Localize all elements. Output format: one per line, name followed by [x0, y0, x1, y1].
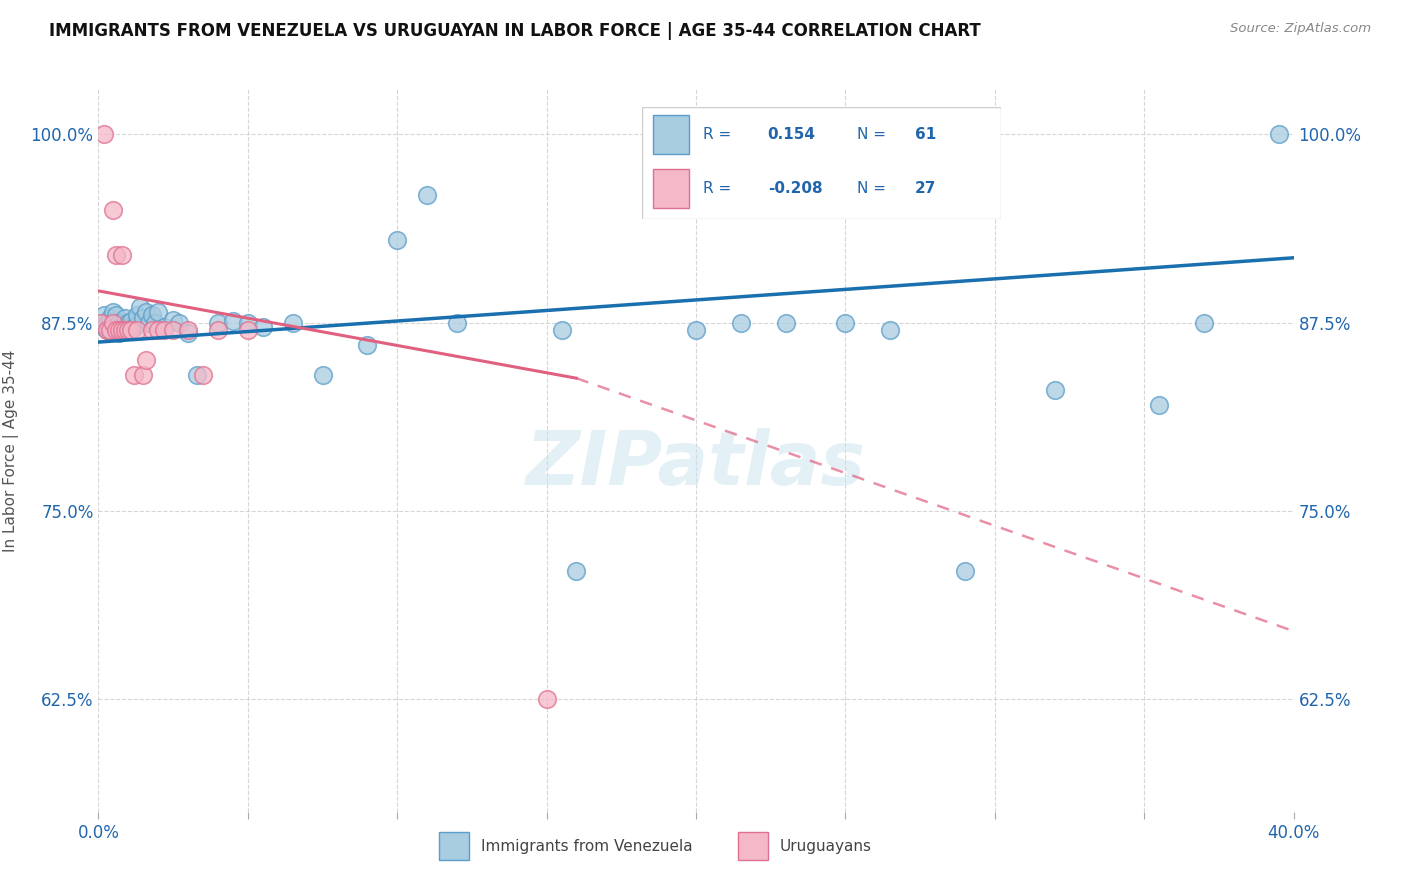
Point — [356, 338, 378, 352]
Point — [90, 316, 112, 330]
Point — [132, 311, 155, 326]
Point — [236, 316, 259, 330]
Point — [124, 320, 146, 334]
Point — [129, 301, 152, 315]
Point — [135, 305, 157, 319]
Point — [1147, 398, 1170, 412]
Text: ZIPatlas: ZIPatlas — [526, 428, 866, 501]
Point — [236, 323, 259, 337]
Point — [117, 316, 139, 330]
Point — [281, 316, 304, 330]
Point — [879, 323, 901, 337]
Text: Source: ZipAtlas.com: Source: ZipAtlas.com — [1230, 22, 1371, 36]
Point — [120, 314, 142, 328]
Point — [96, 323, 118, 337]
Point — [143, 316, 166, 330]
Point — [111, 318, 134, 333]
Point — [416, 187, 439, 202]
Point — [120, 318, 142, 333]
Point — [550, 323, 572, 337]
Point — [108, 320, 131, 334]
Point — [148, 305, 170, 319]
Point — [1043, 384, 1066, 398]
Point — [132, 368, 155, 383]
Point — [111, 323, 134, 337]
Point — [953, 564, 976, 578]
Point — [120, 323, 142, 337]
Point — [105, 316, 128, 330]
Point — [108, 323, 131, 337]
Point — [135, 353, 157, 368]
Point — [536, 691, 558, 706]
Point — [138, 316, 160, 330]
Point — [105, 323, 128, 337]
Point — [141, 323, 163, 337]
Point — [108, 326, 131, 340]
Point — [96, 316, 118, 330]
Point — [93, 320, 115, 334]
Point — [730, 316, 752, 330]
Point — [222, 314, 245, 328]
Point — [311, 368, 333, 383]
Point — [565, 564, 588, 578]
Point — [207, 316, 229, 330]
Point — [111, 248, 134, 262]
Point — [103, 314, 125, 328]
Point — [775, 316, 797, 330]
Point — [98, 323, 122, 337]
Point — [98, 323, 122, 337]
Point — [162, 323, 184, 337]
Point — [127, 308, 149, 322]
Point — [103, 316, 125, 330]
Point — [167, 316, 190, 330]
Point — [148, 323, 170, 337]
Point — [90, 316, 112, 330]
Point — [114, 323, 136, 337]
Point — [111, 323, 134, 337]
Point — [93, 308, 115, 322]
Point — [98, 316, 122, 330]
Point — [124, 368, 146, 383]
Point — [105, 323, 128, 337]
Point — [153, 323, 176, 337]
Point — [177, 323, 200, 337]
Point — [114, 311, 136, 326]
Point — [117, 323, 139, 337]
Point — [103, 202, 125, 217]
Point — [93, 128, 115, 142]
Point — [252, 320, 274, 334]
Point — [446, 316, 468, 330]
Point — [117, 323, 139, 337]
Point — [162, 312, 184, 326]
Point — [127, 323, 149, 337]
Point — [114, 316, 136, 330]
Point — [105, 248, 128, 262]
Point — [177, 326, 200, 340]
Point — [153, 320, 176, 334]
Point — [685, 323, 707, 337]
Text: IMMIGRANTS FROM VENEZUELA VS URUGUAYAN IN LABOR FORCE | AGE 35-44 CORRELATION CH: IMMIGRANTS FROM VENEZUELA VS URUGUAYAN I… — [49, 22, 981, 40]
Point — [191, 368, 214, 383]
Point — [105, 308, 128, 322]
Point — [385, 233, 409, 247]
Point — [1192, 316, 1215, 330]
Point — [103, 318, 125, 333]
Point — [103, 305, 125, 319]
Point — [96, 323, 118, 337]
Point — [1267, 128, 1289, 142]
Point — [108, 316, 131, 330]
Point — [834, 316, 856, 330]
Point — [98, 311, 122, 326]
Point — [207, 323, 229, 337]
Y-axis label: In Labor Force | Age 35-44: In Labor Force | Age 35-44 — [3, 350, 20, 551]
Point — [186, 368, 208, 383]
Point — [141, 308, 163, 322]
